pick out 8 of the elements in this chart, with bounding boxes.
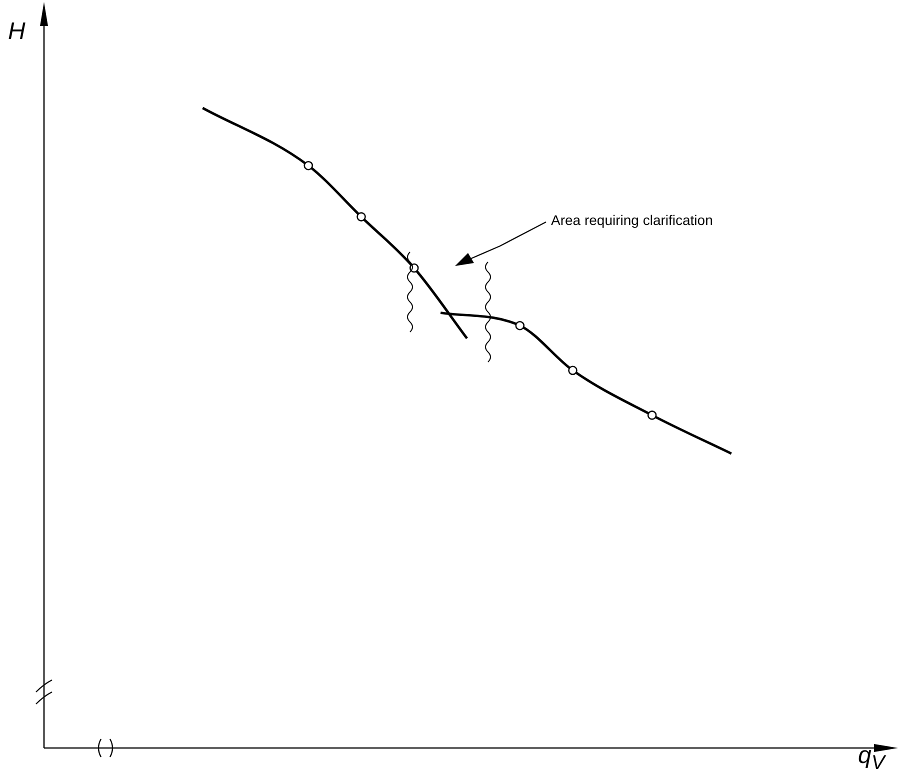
point	[356, 212, 366, 222]
annotation: Area requiring clarification	[551, 212, 713, 228]
point	[647, 410, 657, 420]
y-axis-title: H	[8, 18, 26, 46]
point	[568, 366, 578, 376]
x-axis-title: q$_{V}$	[858, 742, 885, 772]
point	[304, 160, 314, 170]
point	[515, 320, 525, 330]
